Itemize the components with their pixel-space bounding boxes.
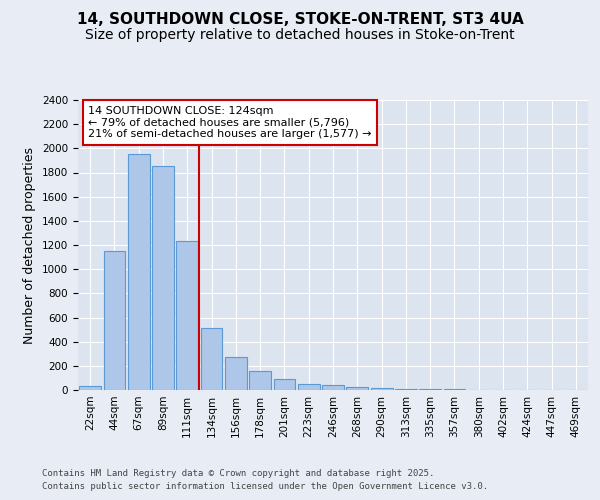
Bar (152, 166, 174, 390)
Bar (274, 379, 295, 390)
Bar (395, 389, 417, 390)
Bar (200, 328, 223, 390)
Bar (128, 154, 149, 390)
Bar (176, 242, 198, 390)
Bar (346, 386, 368, 390)
Y-axis label: Number of detached properties: Number of detached properties (23, 146, 37, 344)
Text: Size of property relative to detached houses in Stoke-on-Trent: Size of property relative to detached ho… (85, 28, 515, 42)
Text: Contains HM Land Registry data © Crown copyright and database right 2025.: Contains HM Land Registry data © Crown c… (42, 469, 434, 478)
Text: Contains public sector information licensed under the Open Government Licence v3: Contains public sector information licen… (42, 482, 488, 491)
Bar (225, 358, 247, 390)
Bar (79, 386, 101, 390)
Bar (322, 385, 344, 390)
Bar (419, 389, 441, 390)
Bar (371, 388, 392, 390)
Bar (298, 384, 320, 390)
Text: 14, SOUTHDOWN CLOSE, STOKE-ON-TRENT, ST3 4UA: 14, SOUTHDOWN CLOSE, STOKE-ON-TRENT, ST3… (77, 12, 523, 28)
Text: 14 SOUTHDOWN CLOSE: 124sqm
← 79% of detached houses are smaller (5,796)
21% of s: 14 SOUTHDOWN CLOSE: 124sqm ← 79% of deta… (88, 106, 372, 139)
Bar (249, 372, 271, 390)
Bar (104, 251, 125, 390)
